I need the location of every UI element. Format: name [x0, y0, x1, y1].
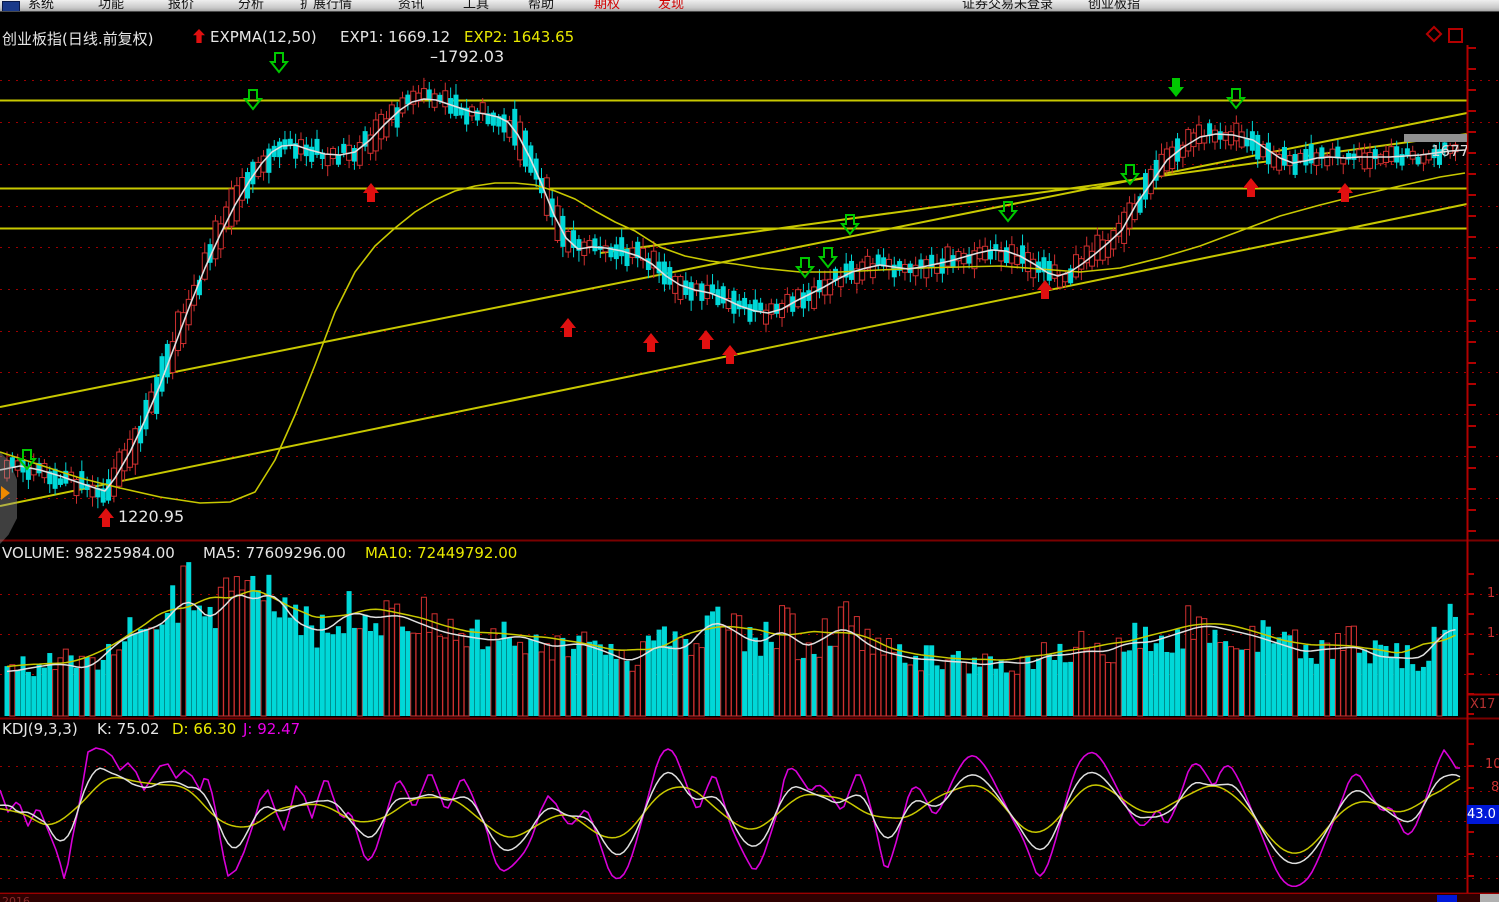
last-price-label: 1677 — [1431, 142, 1467, 160]
menu-item-5[interactable]: 资讯 — [398, 0, 425, 12]
right-axis — [0, 45, 1499, 902]
date-axis[interactable]: 2016 — [0, 893, 1499, 902]
date-axis-corner[interactable] — [1480, 894, 1499, 902]
volume-ma5: MA5: 77609296.00 — [203, 544, 346, 562]
volume-ma10: MA10: 72449792.00 — [365, 544, 518, 562]
low-price-label: 1220.95 — [118, 507, 185, 526]
high-price-label: –1792.03 — [430, 47, 505, 66]
expma-lines — [0, 98, 1466, 504]
sidebar-expand-tab[interactable] — [0, 452, 17, 544]
menu-hot-item-0[interactable]: 期权 — [594, 0, 621, 12]
menu-bar: 系统 功能 报价 分析 扩展行情 资讯 工具 帮助 期权 发现 证券交易未登录 创业板指 — [0, 0, 1499, 12]
volume-axis-label-top: 1 — [1487, 586, 1496, 601]
chart-title: 创业板指(日线.前复权) — [2, 30, 154, 48]
kdj-current-marker: 43.0 — [1467, 805, 1499, 824]
login-status[interactable]: 证券交易未登录 — [962, 0, 1054, 12]
volume-bars — [4, 562, 1458, 717]
menu-item-6[interactable]: 工具 — [463, 0, 490, 12]
kdj-j-value: J: 92.47 — [243, 720, 301, 738]
menu-item-4[interactable]: 扩展行情 — [300, 0, 353, 12]
volume-axis-label-mid: 1 — [1487, 626, 1496, 641]
expand-arrow-icon — [1, 486, 10, 500]
last-price-bar — [1404, 134, 1467, 142]
menu-hot-item-1[interactable]: 发现 — [658, 0, 685, 12]
exp1-value: EXP1: 1669.12 — [340, 28, 451, 46]
menu-item-7[interactable]: 帮助 — [528, 0, 555, 12]
kdj-axis-100: 10 — [1485, 757, 1499, 772]
kdj-d-value: D: 66.30 — [172, 720, 237, 738]
date-axis-label: 2016 — [2, 895, 30, 902]
volume-multiplier-label: X17 — [1470, 697, 1496, 712]
date-axis-selection — [1437, 895, 1457, 902]
kdj-lines — [0, 747, 1461, 888]
volume-value: VOLUME: 98225984.00 — [2, 544, 175, 562]
candlesticks — [4, 77, 1459, 509]
kdj-name[interactable]: KDJ(9,3,3) — [2, 720, 78, 738]
restore-window-icon[interactable] — [1448, 28, 1463, 43]
indicator-name[interactable]: EXPMA(12,50) — [210, 28, 317, 46]
menu-item-2[interactable]: 报价 — [168, 0, 195, 12]
current-symbol: 创业板指 — [1088, 0, 1141, 12]
kdj-axis-80: 8 — [1491, 780, 1499, 795]
menu-item-1[interactable]: 功能 — [98, 0, 125, 12]
kdj-k-value: K: 75.02 — [97, 720, 160, 738]
menu-item-0[interactable]: 系统 — [28, 0, 55, 12]
signal-arrows — [16, 52, 1353, 527]
menu-item-3[interactable]: 分析 — [238, 0, 265, 12]
volume-ma-lines — [6, 589, 1456, 673]
exp2-value: EXP2: 1643.65 — [464, 28, 575, 46]
price-gridlines — [0, 80, 1499, 879]
high-tick: – — [430, 47, 438, 66]
app-icon[interactable] — [2, 1, 20, 11]
